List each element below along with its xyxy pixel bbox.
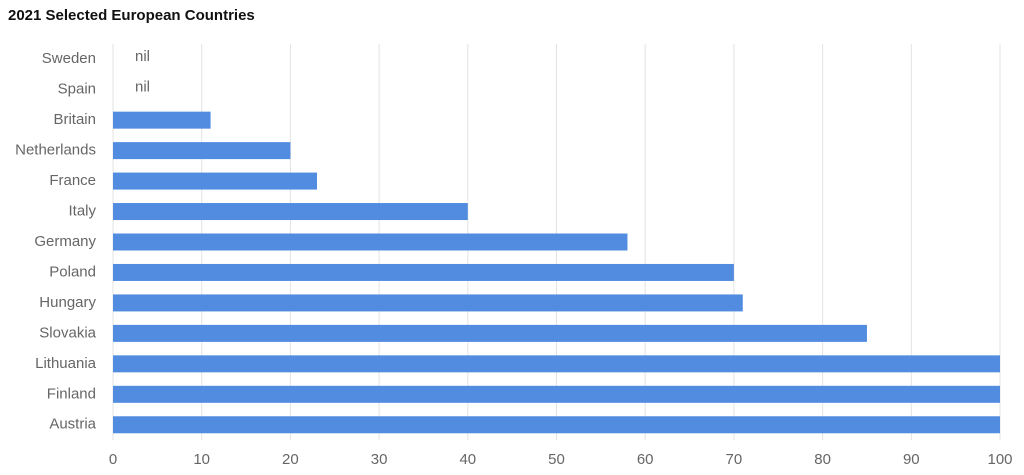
x-tick-label: 70 bbox=[726, 451, 743, 468]
y-tick-label: Poland bbox=[49, 263, 96, 280]
x-tick-label: 20 bbox=[282, 451, 299, 468]
bar bbox=[113, 385, 1000, 403]
y-tick-label: Hungary bbox=[39, 294, 96, 311]
value-label: nil bbox=[135, 48, 150, 65]
y-tick-label: Lithuania bbox=[35, 355, 97, 372]
y-tick-label: Netherlands bbox=[15, 142, 96, 159]
bar bbox=[113, 111, 211, 129]
bar bbox=[113, 233, 628, 251]
y-tick-label: France bbox=[49, 172, 96, 189]
y-tick-label: Slovakia bbox=[39, 324, 96, 341]
y-tick-label: Finland bbox=[47, 385, 96, 402]
y-tick-label: Austria bbox=[49, 416, 96, 433]
x-tick-label: 40 bbox=[459, 451, 476, 468]
bar bbox=[113, 416, 1000, 434]
value-label: nil bbox=[135, 79, 150, 96]
x-tick-label: 0 bbox=[109, 451, 117, 468]
bar bbox=[113, 294, 743, 312]
y-tick-label: Germany bbox=[34, 233, 96, 250]
bar bbox=[113, 172, 318, 190]
bar bbox=[113, 324, 867, 342]
y-tick-label: Britain bbox=[53, 111, 96, 128]
x-tick-label: 10 bbox=[193, 451, 210, 468]
x-tick-label: 90 bbox=[903, 451, 920, 468]
bar bbox=[113, 263, 734, 281]
x-tick-label: 80 bbox=[814, 451, 831, 468]
y-tick-label: Italy bbox=[68, 203, 96, 220]
x-tick-label: 50 bbox=[548, 451, 565, 468]
bar bbox=[113, 355, 1000, 373]
y-tick-label: Spain bbox=[58, 81, 96, 98]
y-tick-label: Sweden bbox=[42, 50, 96, 67]
x-tick-label: 60 bbox=[637, 451, 654, 468]
x-tick-label: 100 bbox=[987, 451, 1012, 468]
bar bbox=[113, 203, 468, 221]
x-tick-label: 30 bbox=[371, 451, 388, 468]
bar bbox=[113, 142, 291, 160]
chart-title: 2021 Selected European Countries bbox=[8, 7, 255, 24]
